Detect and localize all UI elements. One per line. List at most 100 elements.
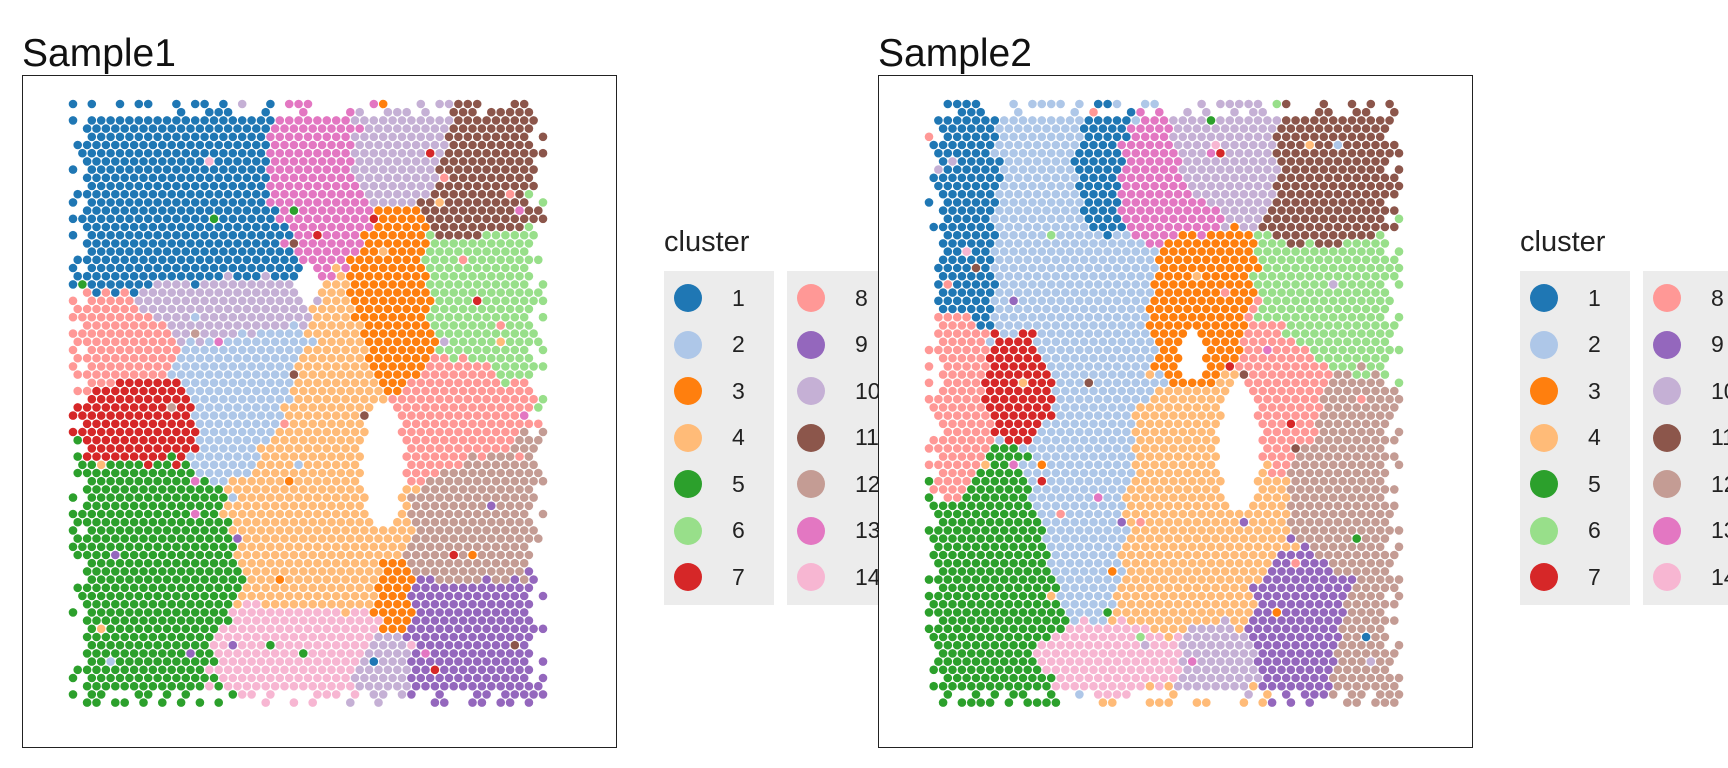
spot-cluster-13	[1155, 222, 1164, 232]
spot-cluster-2	[990, 247, 1000, 256]
spot-cluster-1	[952, 198, 962, 207]
spot-cluster-4	[322, 476, 332, 486]
spot-cluster-5	[148, 550, 158, 560]
spot-cluster-2	[1136, 255, 1145, 265]
spot-cluster-3	[397, 329, 407, 338]
spot-cluster-13	[1169, 230, 1178, 240]
spot-cluster-5	[162, 476, 172, 486]
spot-cluster-12	[501, 460, 510, 470]
spot-cluster-11	[534, 206, 543, 215]
spot-cluster-11	[1361, 206, 1371, 215]
spot-cluster-8	[106, 296, 115, 306]
spot-cluster-1	[96, 263, 106, 273]
spot-cluster-7	[990, 345, 1000, 355]
spot-cluster-11	[538, 214, 548, 224]
spot-cluster-4	[313, 312, 322, 322]
spot-cluster-5	[176, 567, 186, 576]
spot-cluster-1	[976, 124, 985, 133]
spot-cluster-1	[1108, 222, 1117, 232]
spot-cluster-10	[355, 107, 365, 117]
spot-cluster-3	[355, 288, 365, 297]
spot-cluster-9	[515, 632, 524, 642]
spot-cluster-8	[143, 329, 153, 338]
spot-cluster-9	[510, 608, 520, 617]
spot-cluster-5	[139, 632, 148, 642]
spot-cluster-3	[416, 230, 426, 240]
spot-cluster-2	[1108, 321, 1117, 330]
spot-cluster-6	[505, 288, 515, 297]
spot-cluster-2	[999, 230, 1009, 240]
spot-cluster-6	[440, 288, 449, 297]
spot-cluster-4	[284, 493, 294, 502]
spot-cluster-9	[505, 649, 515, 658]
spot-cluster-5	[162, 608, 172, 617]
spot-cluster-5	[134, 690, 144, 699]
spot-cluster-3	[407, 263, 416, 273]
spot-cluster-13	[1159, 116, 1169, 125]
spot-cluster-3	[407, 329, 416, 338]
spot-cluster-8	[411, 419, 421, 429]
spot-cluster-3	[388, 296, 397, 306]
spot-cluster-3	[425, 296, 435, 306]
spot-cluster-9	[519, 608, 529, 617]
spot-cluster-13	[1131, 165, 1141, 174]
spot-cluster-6	[458, 321, 468, 330]
spot-cluster-9	[482, 673, 491, 683]
spot-cluster-2	[1075, 132, 1084, 142]
legend-label: 14	[855, 563, 881, 590]
spot-cluster-10	[1211, 173, 1220, 183]
spot-cluster-1	[971, 165, 981, 174]
spot-cluster-6	[1380, 239, 1390, 248]
spot-cluster-8	[111, 353, 120, 363]
spot-cluster-10	[1211, 189, 1220, 199]
spot-cluster-5	[153, 493, 162, 502]
spot-cluster-5	[101, 632, 111, 642]
spot-cluster-8	[1300, 345, 1310, 355]
spot-cluster-2	[1084, 296, 1094, 306]
spot-cluster-6	[1366, 345, 1376, 355]
spot-cluster-3	[1211, 288, 1220, 297]
spot-cluster-10	[1239, 157, 1249, 166]
spot-cluster-9	[421, 665, 430, 675]
spot-cluster-11	[463, 198, 473, 207]
spot-cluster-1	[252, 157, 261, 166]
spot-cluster-10	[407, 148, 416, 158]
spot-cluster-1	[971, 198, 981, 207]
spot-cluster-13	[266, 198, 275, 207]
spot-cluster-11	[1305, 189, 1314, 199]
spot-cluster-6	[444, 329, 454, 338]
spot-cluster-10	[350, 116, 360, 125]
spot-cluster-1	[957, 157, 967, 166]
spot-cluster-13	[317, 222, 327, 232]
spot-cluster-5	[209, 673, 219, 683]
spot-cluster-4	[280, 403, 289, 412]
spot-cluster-10	[435, 148, 444, 158]
spot-cluster-2	[1056, 198, 1065, 207]
spot-cluster-1	[176, 157, 186, 166]
spot-cluster-3	[1150, 280, 1159, 289]
spot-cluster-13	[275, 181, 285, 191]
spot-cluster-2	[1070, 255, 1079, 265]
spot-cluster-13	[336, 173, 346, 183]
spot-cluster-6	[510, 247, 520, 256]
spot-cluster-4	[280, 599, 289, 609]
spot-cluster-7	[78, 427, 87, 437]
spot-cluster-6	[1286, 271, 1296, 281]
spot-cluster-1	[228, 132, 238, 142]
spot-cluster-1	[167, 189, 176, 199]
spot-cluster-13	[1216, 214, 1225, 224]
spot-cluster-10	[1178, 148, 1188, 158]
spot-cluster-3	[1145, 321, 1155, 330]
spot-cluster-4	[266, 526, 275, 535]
spot-cluster-1	[242, 239, 252, 248]
spot-cluster-12	[472, 460, 482, 470]
spot-cluster-8	[1089, 107, 1098, 117]
spot-cluster-5	[106, 624, 115, 634]
spot-cluster-9	[519, 624, 529, 634]
spot-cluster-14	[219, 624, 228, 634]
spot-cluster-6	[1390, 255, 1399, 265]
spot-cluster-3	[378, 362, 388, 371]
spot-cluster-13	[327, 157, 336, 166]
spot-cluster-8	[158, 370, 167, 379]
spot-cluster-6	[1338, 312, 1347, 322]
